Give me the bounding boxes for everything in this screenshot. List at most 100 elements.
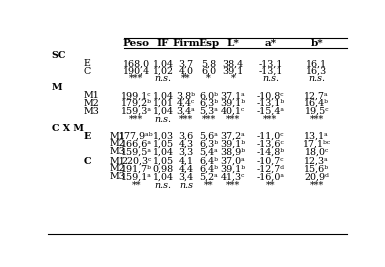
Text: -11,0ᶜ: -11,0ᶜ (257, 132, 284, 140)
Text: 166,6ᵃ: 166,6ᵃ (121, 139, 152, 148)
Text: ***: *** (129, 115, 143, 124)
Text: -13,6ᶜ: -13,6ᶜ (256, 139, 284, 148)
Text: 1,01: 1,01 (152, 99, 174, 108)
Text: 1,04: 1,04 (152, 172, 174, 181)
Text: 5,2ᵃ: 5,2ᵃ (199, 172, 218, 181)
Text: 39,1ᵇ: 39,1ᵇ (221, 139, 246, 148)
Text: 1,04: 1,04 (152, 107, 174, 116)
Text: 12,7ᵃ: 12,7ᵃ (305, 91, 329, 100)
Text: 1,04: 1,04 (152, 59, 174, 68)
Text: 4,4: 4,4 (179, 164, 194, 174)
Text: ***: *** (263, 115, 278, 124)
Text: 5,6ᵃ: 5,6ᵃ (199, 132, 218, 140)
Text: M3: M3 (83, 107, 99, 116)
Text: n.s.: n.s. (262, 74, 279, 83)
Text: 5,4ᵃ: 5,4ᵃ (199, 147, 218, 156)
Text: 39,1: 39,1 (223, 67, 244, 76)
Text: M3: M3 (109, 172, 125, 181)
Text: 190,4: 190,4 (122, 67, 150, 76)
Text: 16,1: 16,1 (306, 59, 327, 68)
Text: 220,3ᶜ: 220,3ᶜ (121, 157, 151, 166)
Text: 3,8ᵇ: 3,8ᵇ (176, 91, 196, 100)
Text: C: C (83, 157, 91, 166)
Text: C: C (83, 67, 90, 76)
Text: ***: *** (179, 115, 193, 124)
Text: 3,4ᵃ: 3,4ᵃ (177, 107, 195, 116)
Text: 17,1ᵇᶜ: 17,1ᵇᶜ (303, 139, 331, 148)
Text: 4,1: 4,1 (179, 157, 194, 166)
Text: -15,4ᵃ: -15,4ᵃ (256, 107, 285, 116)
Text: 16,4ᵇ: 16,4ᵇ (304, 99, 329, 108)
Text: M3: M3 (109, 147, 125, 156)
Text: 6,3ᵇ: 6,3ᵇ (199, 99, 218, 108)
Text: Esp: Esp (198, 39, 219, 48)
Text: n.s.: n.s. (154, 115, 171, 124)
Text: 40,1ᶜ: 40,1ᶜ (221, 107, 245, 116)
Text: 159,3ᵃ: 159,3ᵃ (121, 107, 152, 116)
Text: 15,6ᵇ: 15,6ᵇ (304, 164, 329, 174)
Text: 5,3ᵃ: 5,3ᵃ (199, 107, 218, 116)
Text: 39,1ᵇ: 39,1ᵇ (221, 164, 246, 174)
Text: 12,3ᵃ: 12,3ᵃ (304, 157, 329, 166)
Text: SC: SC (52, 51, 66, 60)
Text: 168,0: 168,0 (122, 59, 150, 68)
Text: -10,8ᶜ: -10,8ᶜ (257, 91, 284, 100)
Text: M2: M2 (109, 164, 125, 174)
Text: 37,0ᵃ: 37,0ᵃ (221, 157, 246, 166)
Text: n.s.: n.s. (154, 74, 171, 83)
Text: ***: *** (310, 115, 324, 124)
Text: 3,3: 3,3 (178, 147, 194, 156)
Text: 1,05: 1,05 (152, 139, 174, 148)
Text: 20,9ᵈ: 20,9ᵈ (304, 172, 329, 181)
Text: M1: M1 (83, 91, 99, 100)
Text: -13,1ᵇ: -13,1ᵇ (256, 99, 285, 108)
Text: 6,4ᵇ: 6,4ᵇ (199, 164, 218, 174)
Text: -13,1: -13,1 (258, 59, 283, 68)
Text: 4,0: 4,0 (179, 67, 194, 76)
Text: 39,1ᵇ: 39,1ᵇ (221, 99, 246, 108)
Text: 1,05: 1,05 (152, 157, 174, 166)
Text: 16,3: 16,3 (306, 67, 327, 76)
Text: 3,6: 3,6 (178, 132, 194, 140)
Text: **: ** (266, 181, 275, 190)
Text: 37,2ᵃ: 37,2ᵃ (221, 132, 246, 140)
Text: 3,7: 3,7 (178, 59, 194, 68)
Text: 0,98: 0,98 (152, 164, 174, 174)
Text: 159,1ᵃ: 159,1ᵃ (121, 172, 152, 181)
Text: -13,1: -13,1 (258, 67, 283, 76)
Text: -14,8ᵇ: -14,8ᵇ (256, 147, 285, 156)
Text: *: * (206, 74, 211, 83)
Text: 13,1ᵃ: 13,1ᵃ (304, 132, 329, 140)
Text: IF: IF (157, 39, 169, 48)
Text: -12,7ᵈ: -12,7ᵈ (256, 164, 285, 174)
Text: **: ** (131, 181, 141, 190)
Text: 1,03: 1,03 (152, 132, 174, 140)
Text: E: E (83, 59, 90, 68)
Text: M2: M2 (109, 139, 125, 148)
Text: **: ** (204, 181, 213, 190)
Text: 37,1ᵃ: 37,1ᵃ (221, 91, 246, 100)
Text: ***: *** (226, 181, 240, 190)
Text: L*: L* (227, 39, 239, 48)
Text: M1: M1 (109, 132, 125, 140)
Text: 199,1ᶜ: 199,1ᶜ (121, 91, 151, 100)
Text: -16,0ᵃ: -16,0ᵃ (256, 172, 285, 181)
Text: ***: *** (226, 115, 240, 124)
Text: 6,4ᵇ: 6,4ᵇ (199, 157, 218, 166)
Text: 4,4ᶜ: 4,4ᶜ (177, 99, 195, 108)
Text: M: M (52, 84, 62, 92)
Text: a*: a* (264, 39, 276, 48)
Text: b*: b* (310, 39, 323, 48)
Text: 3,4: 3,4 (178, 172, 194, 181)
Text: n.s: n.s (179, 181, 193, 190)
Text: 179,2ᵇ: 179,2ᵇ (121, 99, 152, 108)
Text: Peso: Peso (123, 39, 150, 48)
Text: 6,0ᵇ: 6,0ᵇ (199, 91, 218, 100)
Text: 191,7ᵇ: 191,7ᵇ (121, 164, 152, 174)
Text: M1: M1 (109, 157, 125, 166)
Text: Firm: Firm (172, 39, 200, 48)
Text: 6,3ᵇ: 6,3ᵇ (199, 139, 218, 148)
Text: 1,02: 1,02 (152, 67, 174, 76)
Text: C X M: C X M (52, 124, 84, 133)
Text: 38,9ᵇ: 38,9ᵇ (221, 147, 246, 156)
